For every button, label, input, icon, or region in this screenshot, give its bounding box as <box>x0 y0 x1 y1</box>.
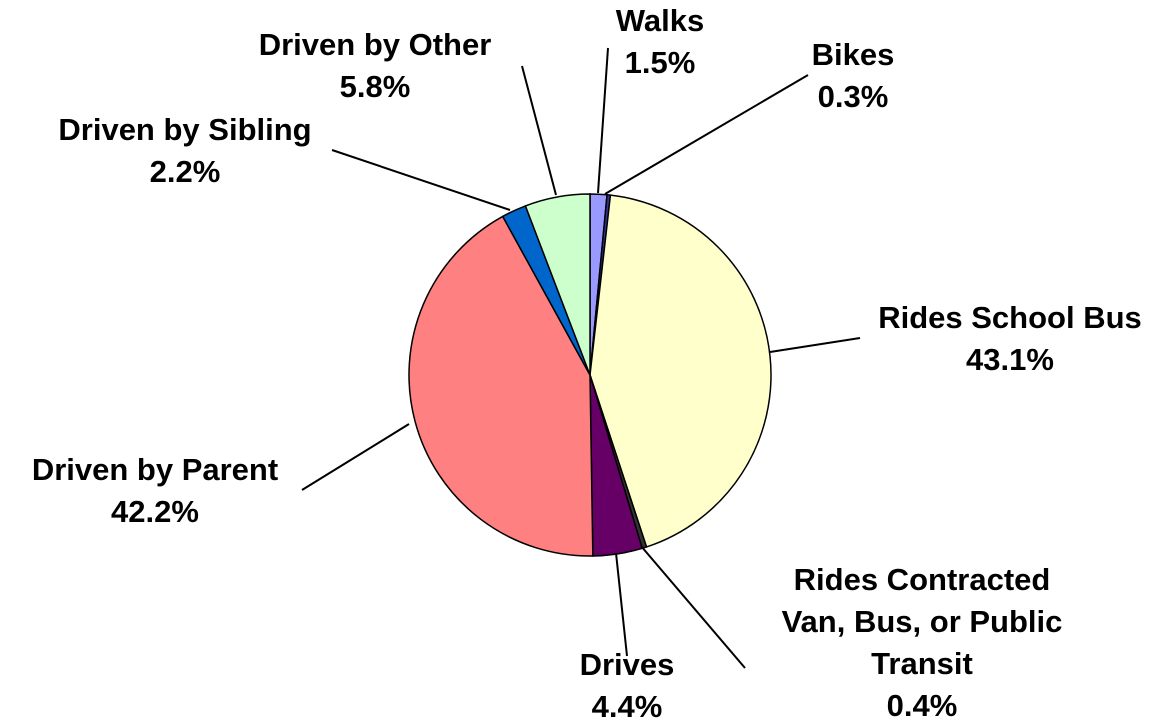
slice-label: Driven by Other 5.8% <box>235 24 515 108</box>
category-label: Bikes <box>811 37 895 72</box>
value-label: 2.2% <box>149 154 221 189</box>
category-label: Driven by Sibling <box>58 112 312 147</box>
category-label: Rides Contracted Van, Bus, or Public Tra… <box>781 562 1063 681</box>
category-label: Walks <box>615 3 705 38</box>
pie-slice <box>524 193 591 376</box>
value-label: 1.5% <box>624 45 696 80</box>
pie-slice <box>589 194 772 548</box>
leader-line <box>615 552 628 657</box>
category-label: Rides School Bus <box>878 300 1142 335</box>
leader-line <box>604 74 809 195</box>
slice-label: Driven by Sibling 2.2% <box>35 109 335 193</box>
value-label: 42.2% <box>111 494 199 529</box>
leader-line <box>640 545 746 669</box>
leader-line <box>769 337 861 353</box>
category-label: Drives <box>579 647 675 682</box>
slice-label: Rides Contracted Van, Bus, or Public Tra… <box>777 559 1067 725</box>
slice-label: Walks 1.5% <box>560 0 760 84</box>
value-label: 5.8% <box>339 69 411 104</box>
leader-line <box>301 423 410 491</box>
value-label: 0.3% <box>817 79 889 114</box>
slice-label: Bikes 0.3% <box>753 34 953 118</box>
leader-line <box>597 47 609 194</box>
slice-label: Driven by Parent 42.2% <box>0 449 310 533</box>
category-label: Driven by Other <box>258 27 492 62</box>
leader-line <box>521 65 557 196</box>
slice-label: Rides School Bus 43.1% <box>860 297 1160 381</box>
category-label: Driven by Parent <box>31 452 279 487</box>
pie-slice <box>408 215 594 557</box>
slice-label: Drives 4.4% <box>527 644 727 725</box>
value-label: 0.4% <box>886 688 958 723</box>
value-label: 43.1% <box>966 342 1054 377</box>
value-label: 4.4% <box>591 689 663 724</box>
leader-line <box>331 149 511 211</box>
